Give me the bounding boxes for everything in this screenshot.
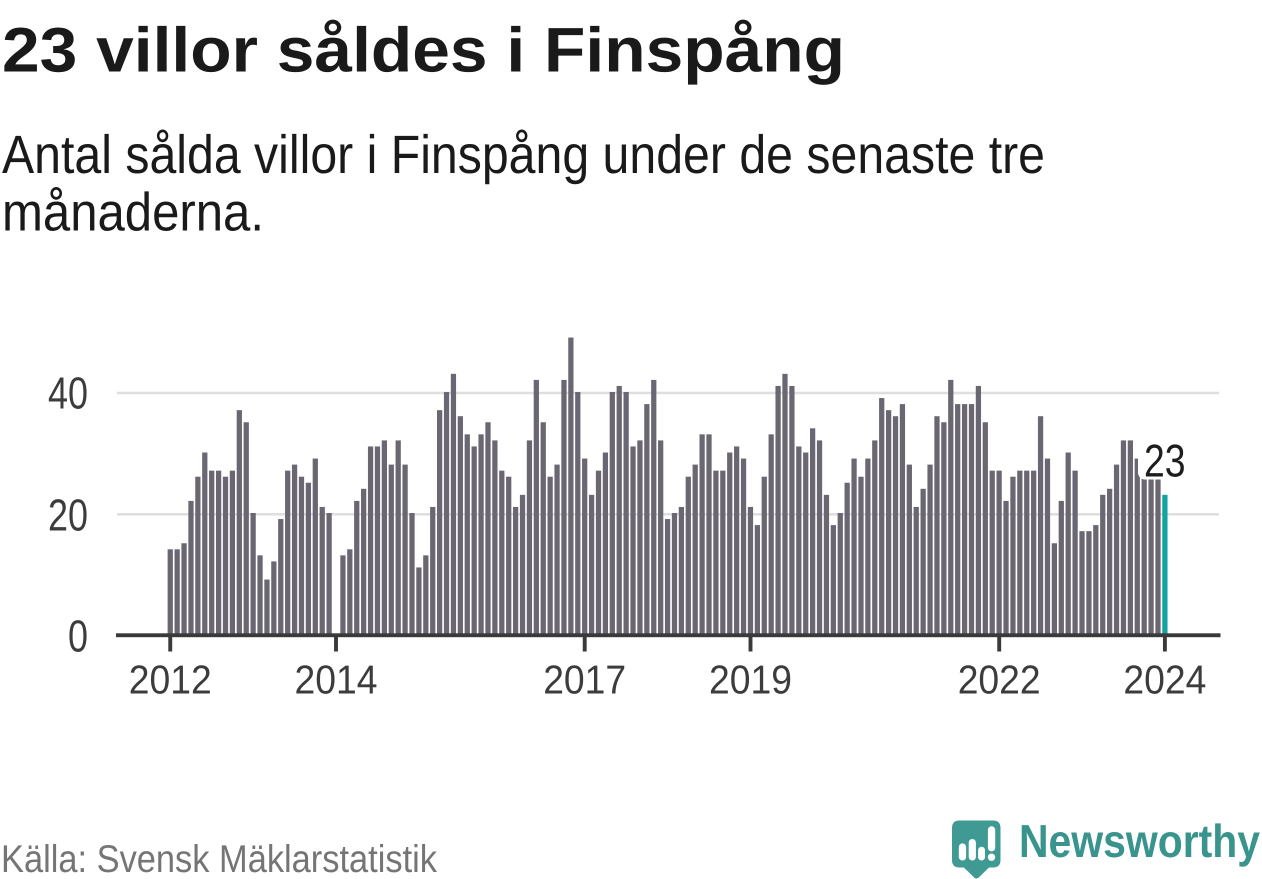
svg-text:2012: 2012	[129, 656, 212, 702]
svg-text:2019: 2019	[709, 656, 792, 702]
svg-text:2022: 2022	[958, 656, 1041, 702]
svg-text:0: 0	[68, 610, 88, 661]
svg-text:Källa: Svensk Mäklarstatistik: Källa: Svensk Mäklarstatistik	[1, 838, 438, 879]
svg-text:40: 40	[48, 368, 88, 419]
svg-text:Antal sålda villor i Finspång: Antal sålda villor i Finspång under de s…	[2, 125, 1045, 185]
svg-text:månaderna.: månaderna.	[2, 183, 264, 243]
svg-text:Newsworthy: Newsworthy	[1019, 815, 1260, 867]
svg-text:20: 20	[48, 490, 88, 541]
svg-text:23: 23	[1144, 434, 1186, 486]
svg-text:2024: 2024	[1123, 656, 1206, 702]
svg-text:2014: 2014	[295, 656, 378, 702]
svg-text:2017: 2017	[543, 656, 626, 702]
svg-text:23 villor såldes i Finspång: 23 villor såldes i Finspång	[2, 16, 845, 86]
